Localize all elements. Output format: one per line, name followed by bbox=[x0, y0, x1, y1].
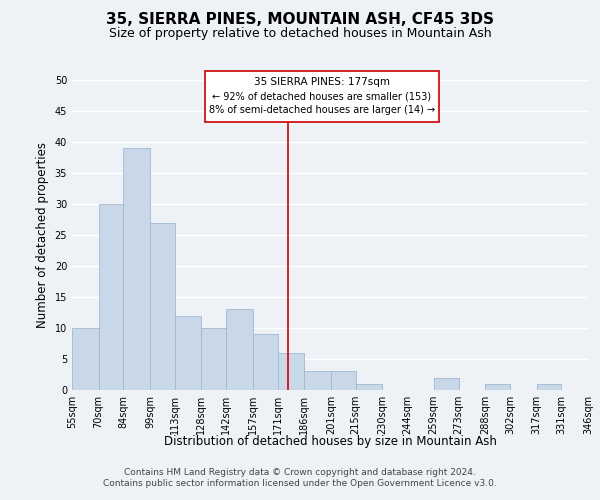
Bar bbox=[72, 328, 98, 390]
Bar bbox=[536, 384, 562, 390]
Text: 35 SIERRA PINES: 177sqm: 35 SIERRA PINES: 177sqm bbox=[254, 77, 390, 87]
Text: Size of property relative to detached houses in Mountain Ash: Size of property relative to detached ho… bbox=[109, 28, 491, 40]
Text: ← 92% of detached houses are smaller (153): ← 92% of detached houses are smaller (15… bbox=[212, 91, 431, 101]
Text: 35, SIERRA PINES, MOUNTAIN ASH, CF45 3DS: 35, SIERRA PINES, MOUNTAIN ASH, CF45 3DS bbox=[106, 12, 494, 28]
Bar bbox=[278, 353, 304, 390]
Bar bbox=[150, 222, 175, 390]
FancyBboxPatch shape bbox=[205, 70, 439, 122]
Text: 8% of semi-detached houses are larger (14) →: 8% of semi-detached houses are larger (1… bbox=[209, 105, 435, 115]
Bar bbox=[356, 384, 382, 390]
Bar bbox=[175, 316, 202, 390]
Bar bbox=[253, 334, 278, 390]
Bar bbox=[304, 372, 331, 390]
Bar bbox=[202, 328, 226, 390]
Bar bbox=[226, 310, 253, 390]
Bar bbox=[434, 378, 458, 390]
Text: Contains HM Land Registry data © Crown copyright and database right 2024.
Contai: Contains HM Land Registry data © Crown c… bbox=[103, 468, 497, 487]
Y-axis label: Number of detached properties: Number of detached properties bbox=[36, 142, 49, 328]
Text: Distribution of detached houses by size in Mountain Ash: Distribution of detached houses by size … bbox=[164, 435, 496, 448]
Bar bbox=[98, 204, 124, 390]
Bar bbox=[331, 372, 356, 390]
Bar bbox=[124, 148, 150, 390]
Bar bbox=[485, 384, 510, 390]
